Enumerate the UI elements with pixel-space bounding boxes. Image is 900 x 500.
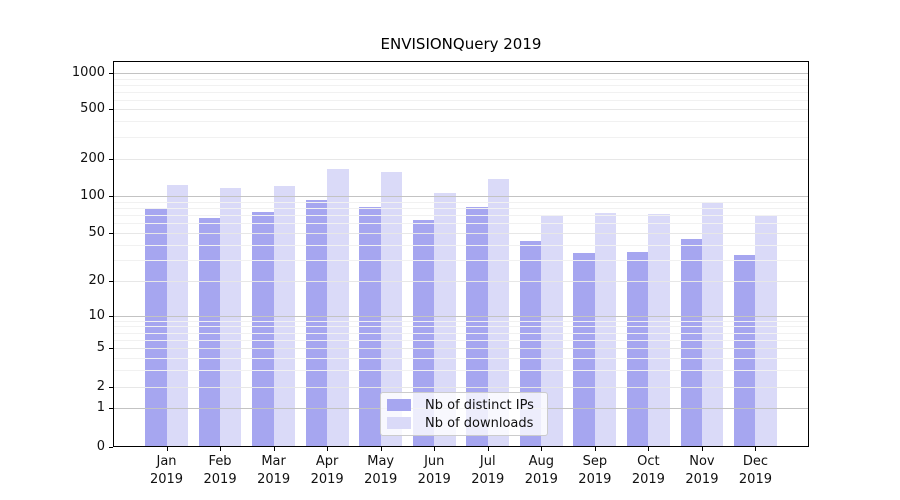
x-tick-label-may: May 2019 [364,454,398,487]
x-tick-dec [755,447,757,451]
x-tick-oct [648,447,650,451]
x-tick-jan [166,447,168,451]
y-tick-label-50: 50 [88,225,105,241]
gridline-minor-3 [113,369,809,371]
bar-downloads-oct [648,214,670,447]
x-tick-label-jan: Jan 2019 [149,454,184,487]
x-tick-label-feb: Feb 2019 [203,454,237,487]
gridline-minor-60 [113,223,809,225]
gridline-minor-40 [113,244,809,246]
gridline-major-100 [113,196,809,197]
x-tick-may [380,447,382,451]
bar-downloads-jun [434,193,456,447]
y-tick-label-10: 10 [88,307,105,323]
gridline-mid-20 [113,280,809,282]
bar-distinct-ips-mar [252,212,274,447]
gridline-minor-30 [113,259,809,261]
y-tick-label-1000: 1000 [71,65,105,81]
x-tick-jul [487,447,489,451]
gridline-minor-6 [113,339,809,341]
y-tick-label-1: 1 [96,399,105,415]
legend-row-distinct-ips: Nb of distinct IPs [387,398,541,413]
bar-distinct-ips-dec [734,254,756,447]
bar-downloads-sep [594,212,617,447]
legend-label-downloads: Nb of downloads [425,415,534,431]
x-tick-jun [434,447,436,451]
x-tick-label-apr: Apr 2019 [310,454,344,487]
y-tick-label-20: 20 [88,272,105,288]
gridline-minor-800 [113,84,809,86]
y-tick-label-200: 200 [80,150,105,166]
bar-downloads-apr [327,168,349,447]
plot-area: Nb of distinct IPs Nb of downloads [113,61,809,447]
gridline-mid-5 [113,348,809,350]
gridline-minor-90 [113,201,809,203]
gridline-mid-50 [113,233,809,235]
legend-label-distinct-ips: Nb of distinct IPs [425,397,534,413]
gridline-minor-8 [113,326,809,328]
legend: Nb of distinct IPs Nb of downloads [380,392,548,436]
gridline-minor-80 [113,208,809,209]
gridline-minor-600 [113,99,809,101]
legend-row-downloads: Nb of downloads [387,416,541,431]
y-tick-label-0: 0 [96,438,105,454]
legend-swatch-downloads [387,417,411,429]
x-tick-mar [273,447,275,451]
bar-downloads-jan [166,184,188,447]
bar-downloads-may [380,171,403,447]
x-tick-nov [701,447,703,451]
gridline-minor-300 [113,136,809,138]
bar-distinct-ips-oct [626,251,649,447]
gridline-minor-7 [113,332,809,334]
gridline-minor-70 [113,215,809,217]
y-tick-label-500: 500 [80,100,105,116]
x-tick-label-jul: Jul 2019 [471,454,505,487]
y-tick-label-100: 100 [80,187,105,203]
legend-swatch-distinct-ips [387,399,411,411]
bar-downloads-jul [487,178,510,447]
chart-title: ENVISIONQuery 2019 [380,35,542,53]
x-tick-aug [541,447,543,451]
gridline-mid-500 [113,109,809,110]
gridline-major-1000 [113,73,809,75]
y-tick-label-2: 2 [96,378,105,394]
gridline-mid-2 [113,386,809,388]
x-tick-apr [327,447,329,451]
x-tick-label-mar: Mar 2019 [257,454,291,487]
y-tick-label-5: 5 [96,340,105,356]
bar-downloads-feb [220,188,242,447]
bar-distinct-ips-sep [573,253,595,447]
x-tick-label-jun: Jun 2019 [417,454,451,487]
x-tick-sep [594,447,596,451]
bar-distinct-ips-nov [680,238,702,447]
x-tick-label-aug: Aug 2019 [524,454,558,487]
x-tick-label-sep: Sep 2019 [578,454,612,487]
bar-downloads-aug [541,215,563,447]
gridline-minor-4 [113,357,809,359]
x-tick-label-nov: Nov 2019 [685,454,719,487]
x-tick-label-oct: Oct 2019 [631,454,665,487]
gridline-minor-400 [113,121,809,123]
bar-distinct-ips-apr [305,199,328,447]
gridline-minor-9 [113,320,809,322]
x-tick-label-dec: Dec 2019 [738,454,772,487]
gridline-mid-200 [113,159,809,160]
gridline-minor-900 [113,78,809,80]
bar-downloads-nov [701,201,724,447]
gridline-minor-700 [113,91,809,93]
bar-downloads-dec [755,215,777,447]
x-tick-feb [220,447,222,451]
gridline-major-10 [113,316,809,317]
